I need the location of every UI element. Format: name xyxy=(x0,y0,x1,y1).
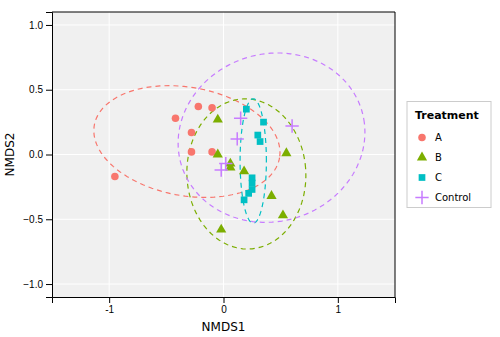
y-tick-label: 0.5 xyxy=(29,84,43,95)
y-tick-mark xyxy=(46,25,52,26)
y-tick: 0.5 xyxy=(29,84,52,95)
plot-frame xyxy=(395,12,396,297)
series xyxy=(213,114,292,233)
series xyxy=(215,112,299,177)
point xyxy=(111,173,119,181)
point xyxy=(172,114,180,122)
x-tick-label: 1 xyxy=(336,304,342,315)
ellipse xyxy=(94,86,280,198)
plot-frame xyxy=(52,12,395,13)
x-tick: 1 xyxy=(336,297,342,315)
point xyxy=(231,132,244,145)
x-tick: -1 xyxy=(105,297,114,315)
point xyxy=(195,103,203,111)
x-tick-label: 0 xyxy=(221,304,227,315)
grid xyxy=(52,12,395,297)
legend-symbol xyxy=(415,191,428,204)
point xyxy=(266,190,276,199)
x-axis-line xyxy=(53,298,396,304)
point xyxy=(249,180,256,187)
grid-line xyxy=(52,89,395,90)
legend-frame xyxy=(407,102,491,208)
plot-background xyxy=(52,12,395,297)
x-tick: 0 xyxy=(221,297,227,315)
point xyxy=(241,196,248,203)
point xyxy=(245,190,252,197)
ellipse xyxy=(178,53,365,222)
legend: Treatment ABC Control xyxy=(407,102,491,208)
legend-item: C xyxy=(419,172,442,183)
legend-symbol xyxy=(419,174,426,181)
y-axis-title: NMDS2 xyxy=(3,133,17,177)
legend-symbol xyxy=(417,152,427,161)
plot: -1 0 1 −1.0 −0.5 0.0 0.5 1.0 xyxy=(23,12,395,315)
y-tick-mark xyxy=(46,284,52,285)
point xyxy=(239,165,249,174)
point xyxy=(257,138,264,145)
grid-line xyxy=(52,284,395,285)
y-tick-label: −1.0 xyxy=(23,279,43,290)
grid-line xyxy=(52,219,395,220)
y-tick: −1.0 xyxy=(23,279,52,290)
point xyxy=(234,112,247,125)
x-tick-mark xyxy=(338,297,339,303)
legend-item: Control xyxy=(415,191,471,204)
point xyxy=(216,224,226,233)
point xyxy=(188,148,196,156)
y-tick: −0.5 xyxy=(23,214,52,225)
y-tick-label: 0.0 xyxy=(29,149,43,160)
series xyxy=(241,106,267,203)
grid-line xyxy=(52,154,395,155)
point xyxy=(188,129,196,137)
y-tick-label: −0.5 xyxy=(23,214,43,225)
point xyxy=(281,147,291,156)
legend-symbol xyxy=(418,134,426,142)
point xyxy=(213,114,223,123)
ellipse xyxy=(240,99,266,223)
grid-line xyxy=(52,24,395,25)
x-axis-title: NMDS1 xyxy=(202,320,246,334)
y-tick: 0.0 xyxy=(29,149,52,160)
point xyxy=(254,132,261,139)
x-tick-label: -1 xyxy=(105,304,114,315)
x-tick-mark xyxy=(109,297,110,303)
point xyxy=(243,106,250,113)
marks xyxy=(94,53,365,249)
legend-label: Control xyxy=(435,192,471,203)
chart: -1 0 1 −1.0 −0.5 0.0 0.5 1.0 NMDS1 NMDS2 Treatment… xyxy=(0,0,500,337)
legend-item: A xyxy=(418,132,442,143)
legend-label: B xyxy=(435,152,442,163)
point xyxy=(215,163,228,176)
ellipse xyxy=(187,99,306,249)
point xyxy=(278,210,288,219)
legend-title: Treatment xyxy=(415,109,479,122)
y-axis-line xyxy=(46,13,53,298)
point xyxy=(208,104,216,112)
point xyxy=(260,119,267,126)
y-tick: 1.0 xyxy=(29,20,52,31)
point xyxy=(285,119,298,132)
y-axis: −1.0 −0.5 0.0 0.5 1.0 xyxy=(23,13,52,298)
y-tick-mark xyxy=(46,219,52,220)
x-axis: -1 0 1 xyxy=(53,297,396,315)
point xyxy=(213,149,223,158)
legend-label: A xyxy=(435,132,442,143)
series xyxy=(111,103,216,181)
x-tick-mark xyxy=(224,297,225,303)
y-tick-mark xyxy=(46,155,52,156)
y-tick-label: 1.0 xyxy=(29,20,43,31)
legend-label: C xyxy=(435,172,442,183)
y-tick-mark xyxy=(46,90,52,91)
legend-item: B xyxy=(417,152,442,163)
